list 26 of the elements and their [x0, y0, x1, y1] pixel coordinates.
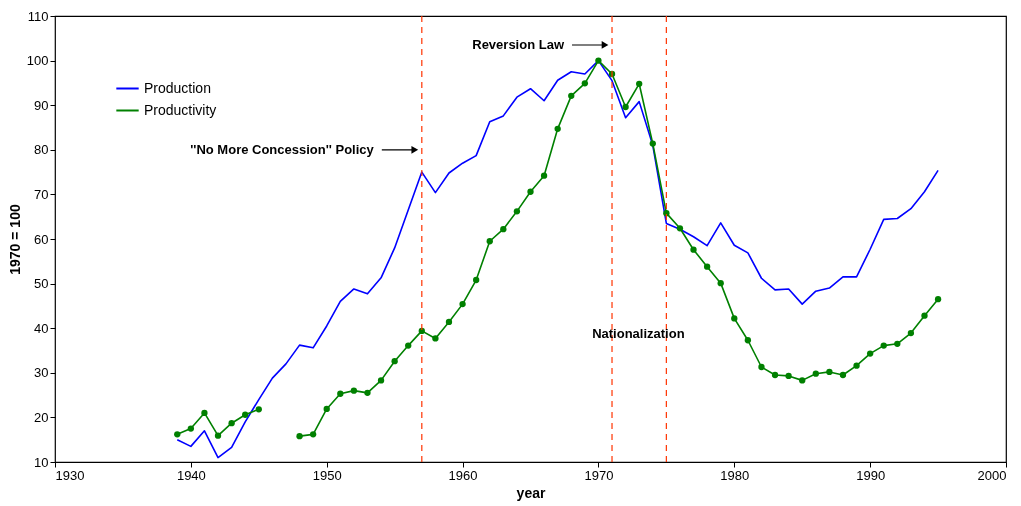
y-tick-label: 30 — [34, 365, 49, 381]
legend-label: Productivity — [144, 101, 217, 118]
x-tick-label: 1990 — [856, 467, 886, 483]
legend-label: Production — [144, 79, 211, 96]
annotation: Reversion Law — [472, 36, 565, 52]
y-tick-label: 10 — [34, 454, 49, 470]
x-tick-label: 1960 — [448, 467, 478, 483]
y-tick-label: 50 — [34, 276, 49, 292]
y-tick-label: 70 — [34, 186, 49, 202]
x-axis-title: year — [516, 484, 546, 501]
y-tick-label: 90 — [34, 97, 49, 113]
y-tick-label: 110 — [27, 8, 49, 24]
y-tick-label: 60 — [34, 231, 49, 247]
x-tick-label: 1980 — [720, 467, 750, 483]
y-tick-label: 80 — [34, 142, 49, 158]
x-tick-label: 1970 — [584, 467, 614, 483]
y-tick-label: 20 — [34, 409, 49, 425]
y-tick-label: 40 — [34, 320, 49, 336]
x-tick-label: 1930 — [55, 467, 85, 483]
y-axis-title: 1970 = 100 — [6, 204, 23, 275]
x-tick-label: 1950 — [312, 467, 342, 483]
x-tick-label: 1940 — [176, 467, 206, 483]
y-tick-label: 100 — [26, 53, 49, 69]
annotation: ''No More Concession'' Policy — [190, 141, 375, 157]
ref-line-label: Nationalization — [592, 326, 685, 341]
x-tick-label: 2000 — [977, 467, 1007, 483]
